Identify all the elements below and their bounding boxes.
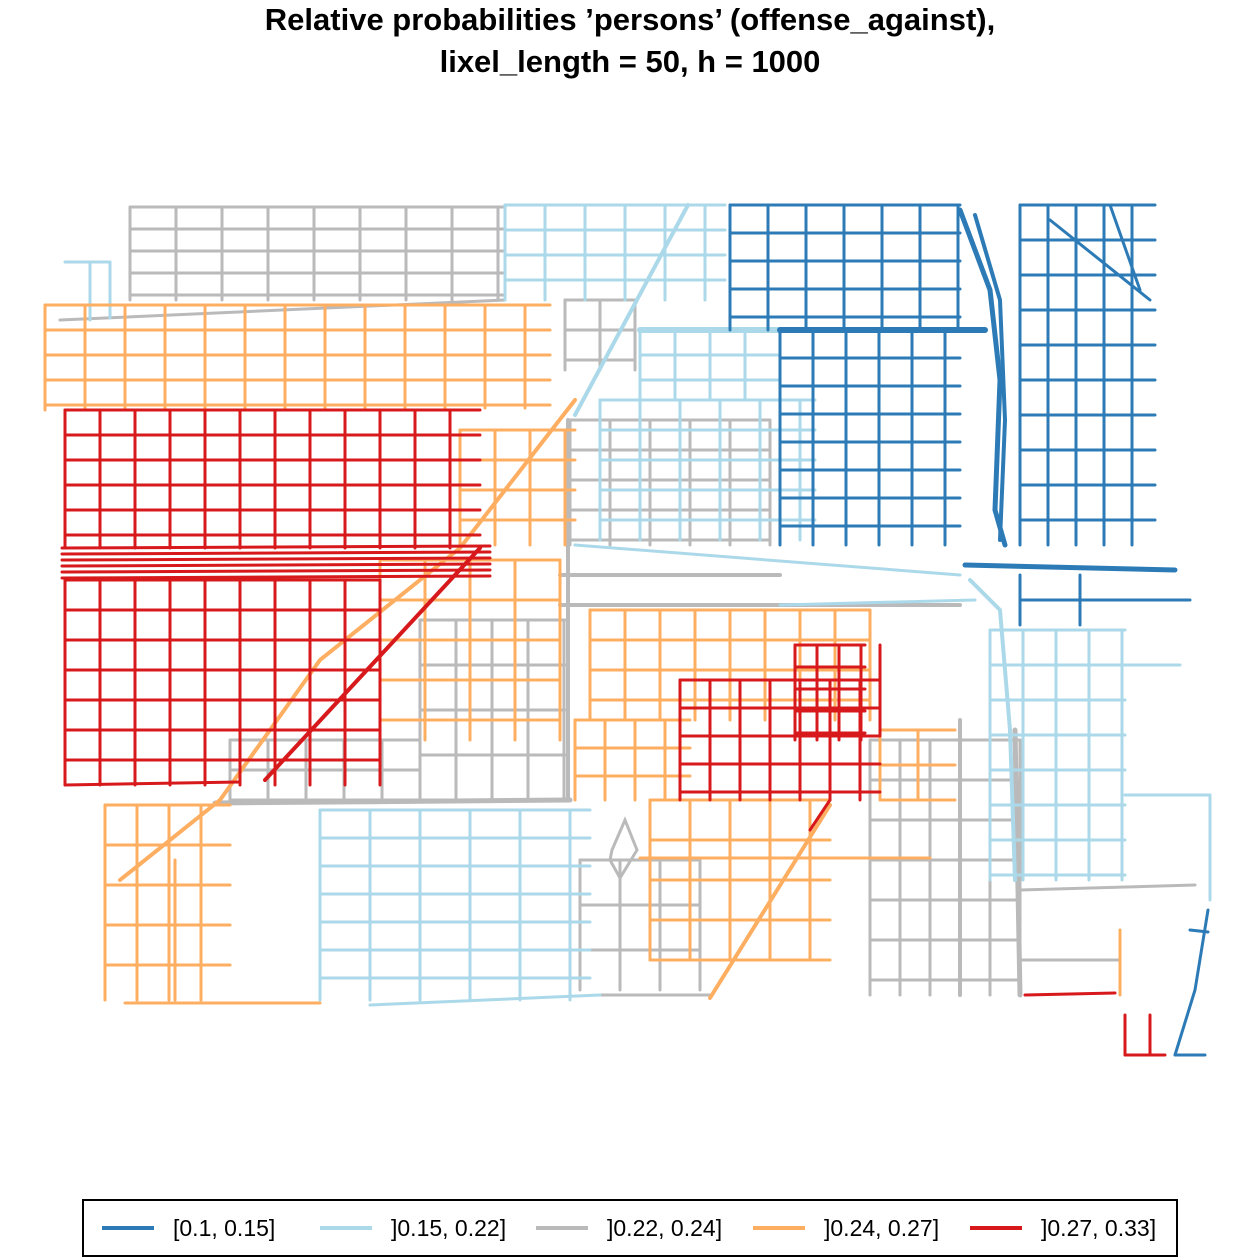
street-segment	[58, 298, 507, 322]
street-segment	[968, 578, 1017, 882]
legend-swatch	[320, 1226, 372, 1230]
street-segment	[263, 546, 482, 782]
street-segment	[212, 797, 573, 806]
legend-item: ]0.22, 0.24]	[536, 1201, 722, 1255]
street-segment	[973, 213, 1008, 542]
legend-label: ]0.15, 0.22]	[391, 1214, 507, 1241]
street-segment	[957, 207, 1008, 548]
street-segment	[60, 568, 492, 574]
zone-group-0-1-0-15	[728, 203, 1210, 1057]
street-segment	[1108, 203, 1142, 292]
legend-item: ]0.24, 0.27]	[753, 1201, 939, 1255]
street-segment	[60, 556, 492, 562]
street-segment	[573, 203, 690, 417]
legend-swatch	[102, 1226, 154, 1230]
legend-label: ]0.22, 0.24]	[607, 1214, 723, 1241]
legend-swatch	[753, 1226, 805, 1230]
street-segment	[573, 543, 962, 577]
legend-item: ]0.27, 0.33]	[970, 1201, 1156, 1255]
street-segment	[808, 798, 832, 832]
street-segment	[778, 598, 977, 607]
street-segment	[118, 398, 577, 882]
legend-label: [0.1, 0.15]	[173, 1214, 276, 1241]
street-segment	[1023, 991, 1117, 997]
zone-group-0-27-0-33	[60, 408, 1167, 1057]
street-segment	[1188, 928, 1210, 934]
street-segment	[708, 803, 832, 1000]
street-segment	[608, 816, 639, 881]
map-title-line-1: Relative probabilities ’persons’ (offens…	[264, 2, 996, 37]
legend-label: ]0.27, 0.33]	[1041, 1214, 1157, 1241]
street-segment	[60, 550, 492, 556]
street-segment	[1173, 908, 1210, 1057]
street-segment	[1012, 727, 1023, 998]
street-segment	[60, 562, 492, 568]
street-segment	[1018, 883, 1197, 892]
street-segment	[60, 544, 492, 550]
street-segment	[962, 562, 1178, 573]
legend-item: ]0.15, 0.22]	[320, 1201, 506, 1255]
street-segment	[1048, 218, 1152, 302]
legend-swatch	[536, 1226, 588, 1230]
street-segment	[368, 993, 602, 1007]
street-segment	[60, 574, 492, 580]
zone-group-0-15-0-22	[63, 203, 1212, 1007]
map-legend: [0.1, 0.15] ]0.15, 0.22] ]0.22, 0.24] ]0…	[82, 1199, 1178, 1257]
legend-swatch	[970, 1226, 1022, 1230]
zone-group-0-22-0-24	[58, 205, 1197, 998]
street-segment	[63, 780, 242, 787]
zone-group-0-24-0-27	[43, 303, 1122, 1005]
legend-item: [0.1, 0.15]	[102, 1201, 275, 1255]
map-title-line-2: lixel_length = 50, h = 1000	[439, 44, 821, 79]
legend-label: ]0.24, 0.27]	[824, 1214, 940, 1241]
